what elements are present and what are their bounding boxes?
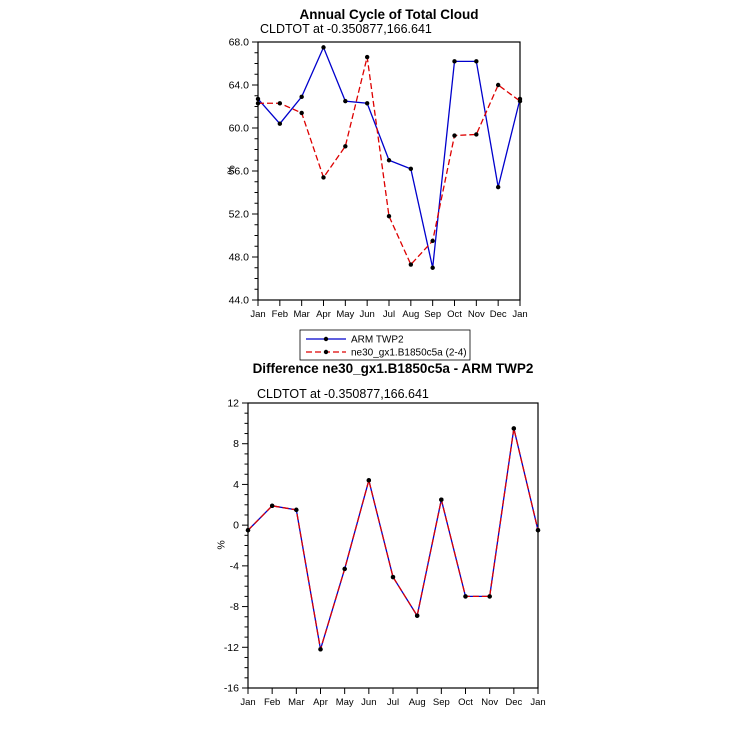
data-point-marker: [386, 158, 392, 163]
x-tick-label: Nov: [481, 697, 498, 708]
data-point-marker: [299, 110, 304, 116]
y-tick-label: -16: [224, 683, 239, 695]
top-chart-subtitle: CLDTOT at -0.350877,166.641: [260, 22, 432, 36]
x-tick-label: Jan: [530, 697, 545, 708]
y-tick-label: 64.0: [229, 80, 250, 92]
x-tick-label: Nov: [468, 309, 485, 320]
y-tick-label: 4: [233, 479, 239, 491]
x-tick-label: Feb: [272, 309, 288, 320]
legend-label: ne30_gx1.B1850c5a (2-4): [351, 348, 467, 359]
x-tick-label: Jan: [250, 309, 265, 320]
x-tick-label: Dec: [505, 697, 522, 708]
x-tick-label: Mar: [288, 697, 304, 708]
x-tick-label: May: [336, 309, 354, 320]
top-chart-title: Annual Cycle of Total Cloud: [299, 7, 479, 22]
bottom-chart-title: Difference ne30_gx1.B1850c5a - ARM TWP2: [252, 361, 534, 376]
y-tick-label: 44.0: [229, 295, 250, 307]
y-tick-label: 52.0: [229, 209, 250, 221]
data-point-marker: [452, 133, 457, 138]
data-point-marker: [366, 478, 372, 483]
y-tick-label: 68.0: [229, 37, 250, 49]
series-line: [247, 428, 539, 650]
series-line: [257, 45, 521, 268]
plot-frame: [247, 402, 539, 689]
y-tick-label: 12: [227, 398, 239, 410]
data-point-marker: [277, 101, 283, 106]
data-point-marker: [439, 497, 444, 502]
x-tick-label: Oct: [447, 309, 462, 320]
data-point-marker: [463, 594, 468, 599]
data-point-marker: [474, 132, 479, 137]
legend-box: [299, 329, 471, 361]
legend-label: ARM TWP2: [351, 335, 404, 346]
x-tick-label: Aug: [402, 309, 419, 320]
y-tick-label: 0: [233, 520, 239, 532]
legend-marker: [323, 336, 329, 342]
y-tick-label: 48.0: [229, 252, 250, 264]
chart-0: 44.0 48.0 52.0 56.0 60.0 64.0 68.0 Jan Feb Mar Apr…: [229, 37, 528, 361]
x-tick-label: Jun: [360, 309, 375, 320]
x-tick-label: Jul: [383, 309, 395, 320]
bottom-chart-subtitle: CLDTOT at -0.350877,166.641: [257, 387, 429, 401]
data-point-marker: [342, 566, 347, 572]
y-tick-label: 60.0: [229, 123, 250, 135]
data-point-marker: [430, 265, 435, 270]
data-point-marker: [299, 94, 304, 100]
data-point-marker: [408, 262, 414, 267]
data-point-marker: [535, 528, 541, 533]
data-point-marker: [452, 59, 457, 64]
series-line: [247, 428, 539, 650]
data-point-marker: [277, 121, 283, 126]
data-point-marker: [321, 45, 326, 50]
data-point-marker: [269, 503, 275, 509]
x-tick-label: Mar: [293, 309, 309, 320]
x-tick-label: Sep: [424, 309, 441, 320]
data-point-marker: [386, 213, 392, 219]
x-tick-label: Oct: [458, 697, 473, 708]
x-tick-label: Sep: [433, 697, 450, 708]
x-tick-label: Dec: [490, 309, 507, 320]
data-point-marker: [255, 96, 261, 102]
legend-marker: [323, 349, 329, 355]
data-point-marker: [495, 184, 501, 190]
data-point-marker: [408, 166, 414, 172]
y-tick-label: -4: [230, 560, 239, 572]
x-tick-label: Apr: [316, 309, 331, 320]
y-tick-label: -12: [224, 642, 239, 654]
x-tick-label: Jan: [240, 697, 255, 708]
data-point-marker: [517, 98, 523, 104]
data-point-marker: [364, 101, 370, 106]
x-tick-label: Aug: [409, 697, 426, 708]
data-point-marker: [343, 144, 348, 149]
y-tick-label: 8: [233, 438, 239, 450]
x-tick-label: Jun: [361, 697, 376, 708]
data-point-marker: [487, 594, 492, 599]
y-tick-label: -8: [230, 601, 239, 613]
data-point-marker: [294, 507, 299, 513]
data-point-marker: [495, 82, 501, 88]
data-point-marker: [318, 647, 323, 652]
x-tick-label: Feb: [264, 697, 280, 708]
y-tick-label: 56.0: [229, 166, 250, 178]
chart-1: -16 -12 -8 -4 0 4 8 12 Jan Feb Mar Apr May Jun Jul Aug S…: [224, 398, 546, 709]
data-point-marker: [343, 98, 348, 104]
x-tick-label: Apr: [313, 697, 328, 708]
data-point-marker: [245, 528, 251, 533]
data-point-marker: [255, 101, 261, 106]
data-point-marker: [474, 59, 479, 64]
plot-frame: [257, 41, 521, 301]
x-tick-label: Jul: [387, 697, 399, 708]
data-point-marker: [414, 613, 420, 618]
x-tick-label: Jan: [512, 309, 527, 320]
data-point-marker: [430, 238, 435, 244]
data-point-marker: [511, 426, 517, 431]
x-tick-label: May: [336, 697, 354, 708]
data-point-marker: [321, 175, 326, 180]
data-point-marker: [390, 574, 396, 580]
data-point-marker: [364, 54, 370, 60]
